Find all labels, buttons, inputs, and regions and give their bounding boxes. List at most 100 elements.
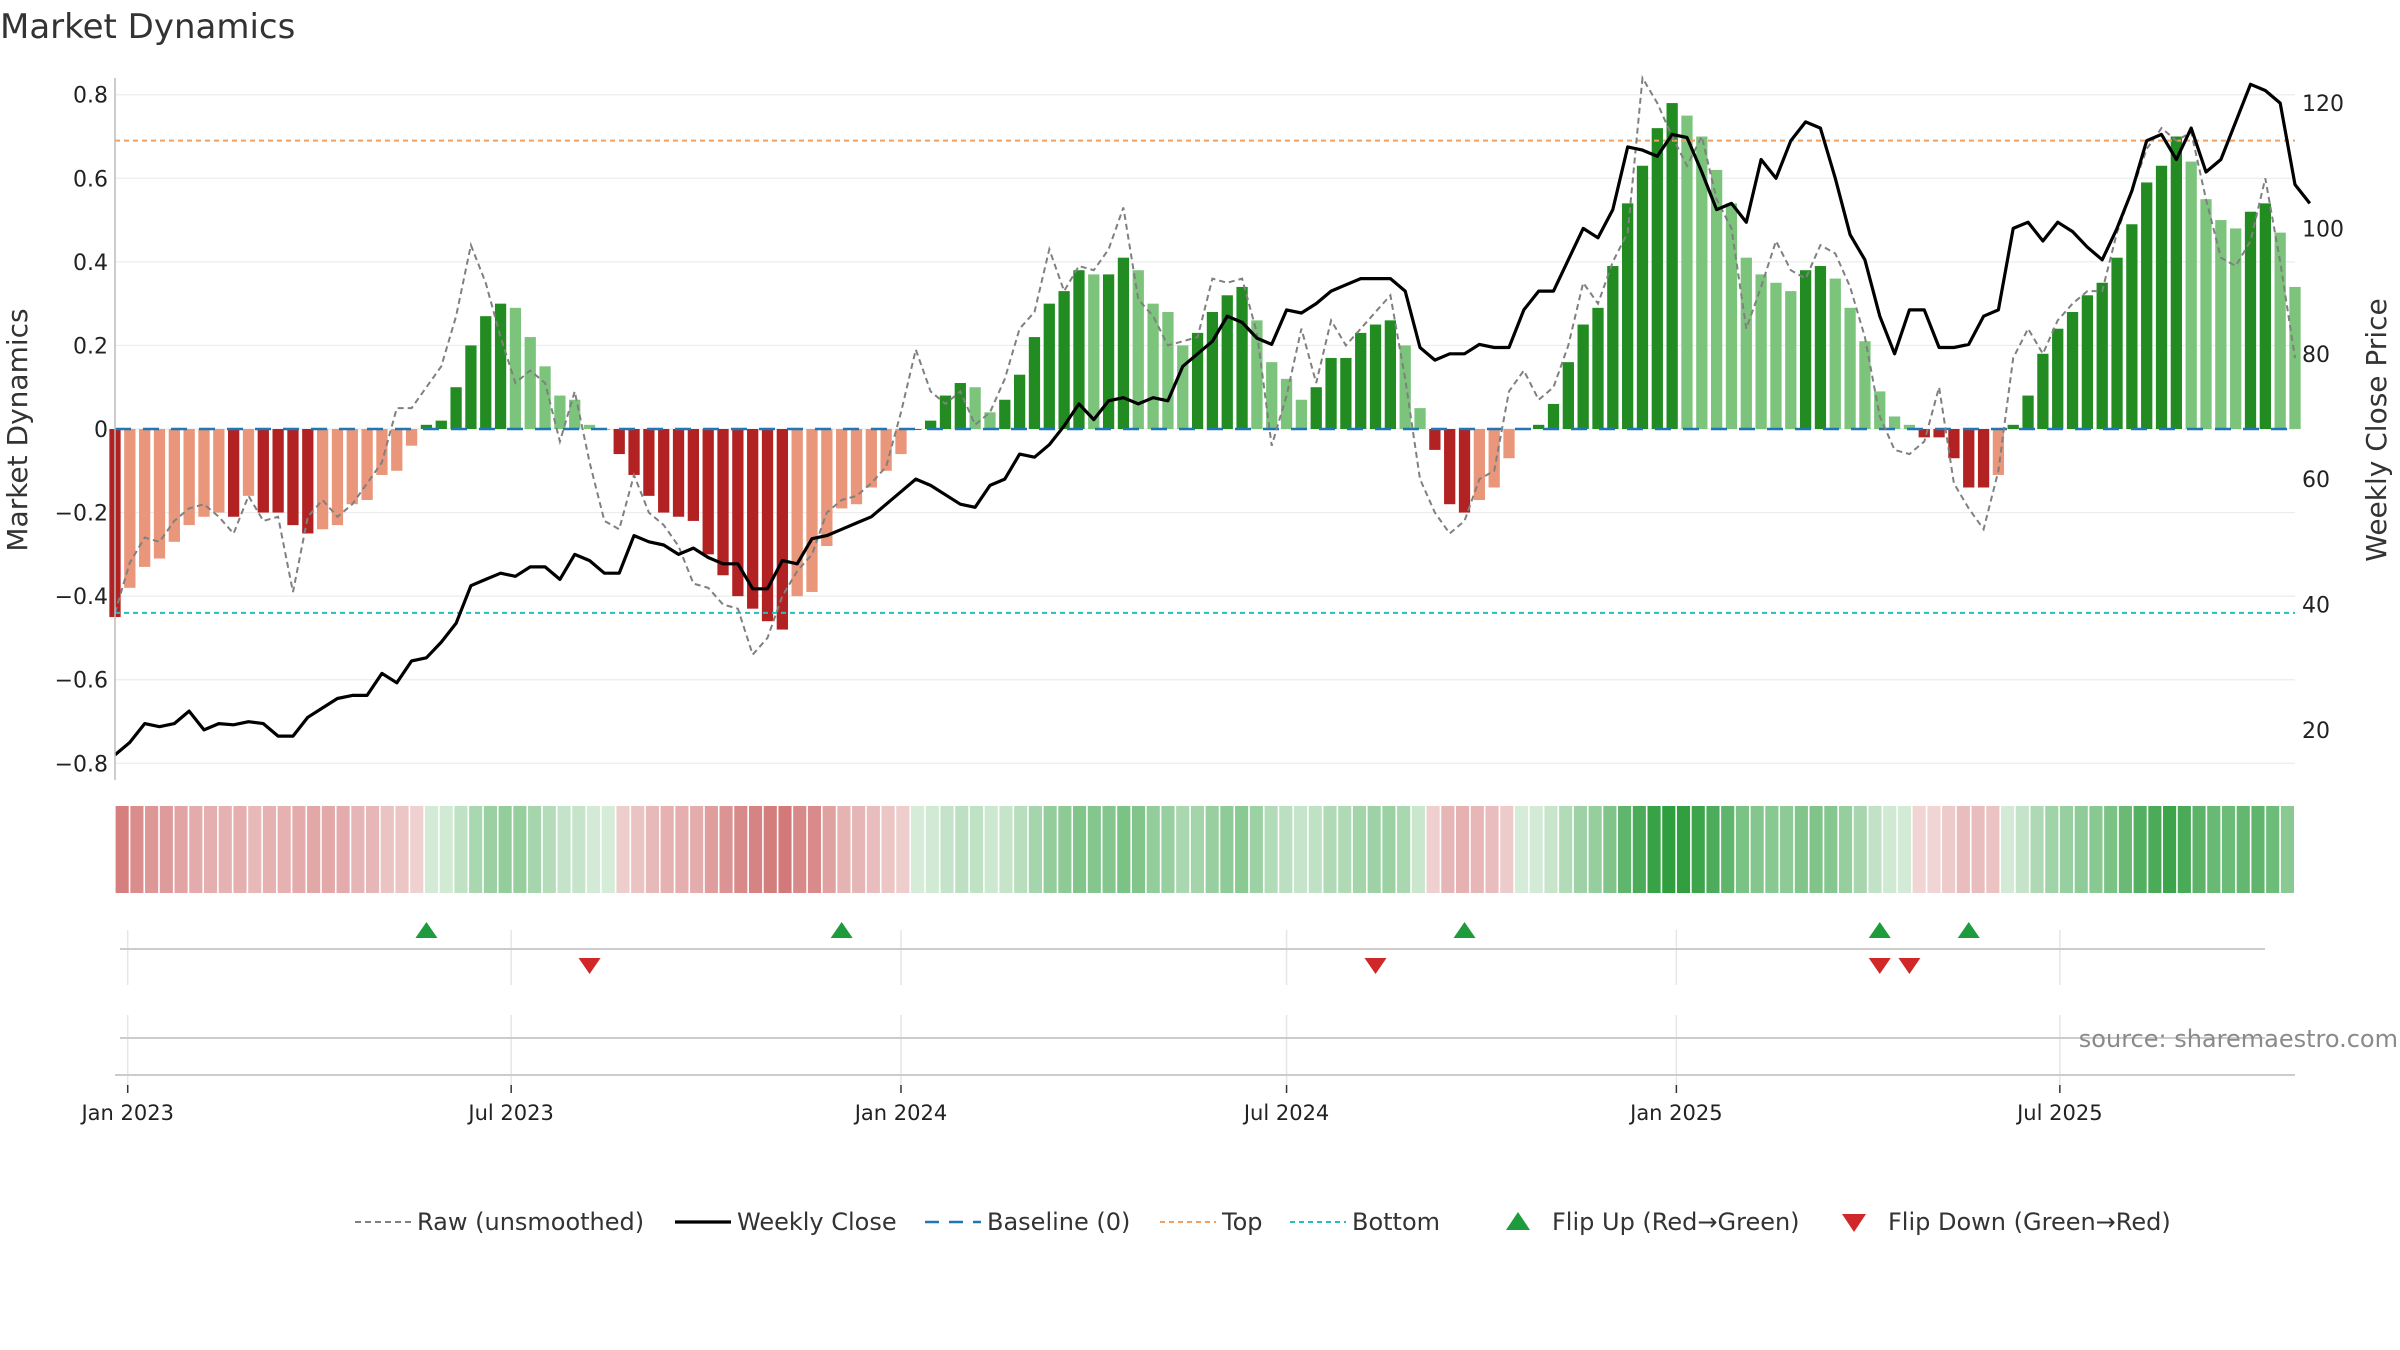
flip-up-marker (1957, 922, 1980, 938)
heat-cell (1971, 806, 1985, 893)
dynamics-bar (702, 429, 714, 555)
dynamics-bar (391, 429, 403, 471)
heat-cell (837, 806, 851, 893)
heat-cell (1176, 806, 1190, 893)
right-tick-label: 20 (2302, 719, 2330, 744)
heat-cell (660, 806, 674, 893)
heat-cell (159, 806, 173, 893)
heat-cell (1279, 806, 1293, 893)
dynamics-bar (895, 429, 907, 455)
dynamics-bar (1384, 320, 1397, 429)
flip-down-marker (578, 958, 601, 974)
heat-cell (1131, 806, 1146, 893)
heat-cell (1456, 806, 1470, 893)
dynamics-bar (1013, 374, 1026, 429)
heat-cell (2104, 806, 2118, 893)
heat-cell (1249, 806, 1263, 893)
dynamics-bar (2230, 228, 2242, 429)
heat-cell (2001, 806, 2015, 893)
heat-cell (852, 806, 866, 893)
heat-cell (793, 806, 807, 893)
dynamics-bar (494, 303, 507, 429)
heat-cell (807, 806, 822, 893)
dynamics-bar (1755, 274, 1767, 429)
heat-cell (1220, 806, 1234, 893)
dynamics-bar (272, 429, 284, 513)
dynamics-bar (213, 429, 225, 513)
heat-cell (675, 806, 689, 893)
dynamics-bar (1132, 270, 1144, 429)
dynamics-bar (183, 429, 195, 526)
dynamics-bar (806, 429, 818, 592)
legend-item-raw: Raw (unsmoothed) (355, 1208, 644, 1236)
legend-label: Top (1221, 1208, 1263, 1236)
heat-cell (380, 806, 394, 893)
legend-item-bottom: Bottom (1290, 1208, 1440, 1236)
heat-cell (1293, 806, 1308, 893)
heat-cell (1014, 806, 1028, 893)
dynamics-bar (1710, 169, 1723, 429)
heat-cell (1397, 806, 1411, 893)
heat-cell (1411, 806, 1425, 893)
heat-cell (189, 806, 203, 893)
heat-cell (925, 806, 939, 893)
heat-cell (822, 806, 836, 893)
dynamics-bar (1280, 378, 1293, 429)
heat-cell (881, 806, 895, 893)
dynamics-bar (1948, 429, 1960, 459)
heat-cell (2177, 806, 2191, 893)
dynamics-bar (346, 429, 358, 505)
heat-cell (1986, 806, 2000, 893)
source-note: source: sharemaestro.com (2079, 1025, 2398, 1053)
x-tick-label: Jul 2025 (2015, 1101, 2102, 1125)
heat-cell (1470, 806, 1484, 893)
dynamics-bar (450, 387, 462, 429)
dynamics-bar (2141, 182, 2153, 429)
dynamics-bar (435, 420, 447, 429)
heat-cell (704, 806, 718, 893)
heat-cell (1897, 806, 1912, 893)
dynamics-bar (1977, 429, 1990, 488)
heat-cell (483, 806, 497, 893)
dynamics-bar (939, 395, 952, 429)
dynamics-bar (865, 429, 877, 488)
dynamics-bar (999, 399, 1011, 429)
heat-cell (2074, 806, 2088, 893)
heat-cell (1647, 806, 1661, 893)
legend-item-baseline: Baseline (0) (925, 1208, 1130, 1236)
dynamics-bar (1636, 165, 1649, 429)
dynamics-bar (836, 429, 848, 509)
heat-cell (262, 806, 277, 893)
heat-cell (1323, 806, 1337, 893)
heat-cell (616, 806, 630, 893)
chart-title: Market Dynamics (0, 7, 295, 47)
dynamics-bar (880, 429, 892, 471)
dynamics-bar (1562, 362, 1574, 429)
heat-cell (940, 806, 954, 893)
heat-cell (218, 806, 232, 893)
heat-cell (498, 806, 512, 893)
heat-cell (1102, 806, 1116, 893)
flip-down-marker (1898, 958, 1921, 974)
dynamics-bars (109, 103, 2301, 630)
heat-cell (719, 806, 733, 893)
heat-cell (2030, 806, 2044, 893)
dynamics-bar (376, 429, 388, 475)
gridlines (115, 94, 2295, 764)
right-tick-label: 100 (2302, 217, 2344, 242)
heat-cell (1544, 806, 1558, 893)
left-tick-label: −0.2 (55, 502, 108, 527)
heat-cell (233, 806, 247, 893)
right-tick-label: 60 (2302, 468, 2330, 493)
heat-cell (203, 806, 218, 893)
heat-cell (307, 806, 321, 893)
dynamics-bar (2244, 211, 2257, 429)
dynamics-bar (925, 420, 937, 429)
x-tick-label: Jan 2025 (1628, 1101, 1723, 1125)
left-tick-label: −0.8 (55, 752, 108, 777)
dynamics-bar (2066, 312, 2079, 429)
dynamics-bar (1622, 203, 1634, 429)
flip-markers-panel (120, 922, 2265, 985)
heat-cell (2221, 806, 2236, 893)
heat-cell (969, 806, 984, 893)
